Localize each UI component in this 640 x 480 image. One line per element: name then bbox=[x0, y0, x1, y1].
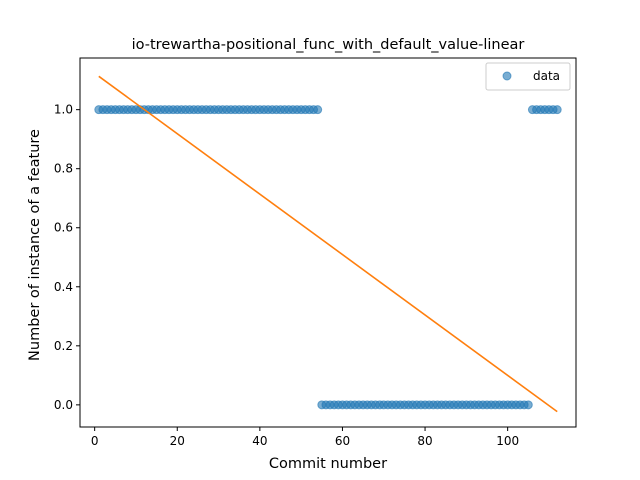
x-tick-label: 80 bbox=[417, 434, 432, 448]
axes: 0 20 40 60 80 100 0.0 0.2 0.4 0.6 0.8 1.0 bbox=[54, 57, 577, 448]
x-tick-label: 60 bbox=[335, 434, 350, 448]
x-tick-label: 100 bbox=[496, 434, 519, 448]
axes-frame bbox=[79, 57, 577, 428]
y-tick-label: 0.4 bbox=[54, 280, 73, 294]
y-tick-label: 1.0 bbox=[54, 103, 73, 117]
y-tick-label: 0.0 bbox=[54, 398, 73, 412]
legend-label-data: data bbox=[533, 69, 560, 83]
legend-box bbox=[485, 62, 571, 91]
x-axis-title: Commit number bbox=[269, 456, 387, 472]
chart-title: io-trewartha-positional_func_with_defaul… bbox=[132, 37, 525, 53]
legend-marker-data bbox=[502, 71, 512, 81]
y-tick-label: 0.8 bbox=[54, 162, 73, 176]
fit-line bbox=[98, 75, 558, 413]
y-tick-label: 0.2 bbox=[54, 339, 73, 353]
y-tick-label: 0.6 bbox=[54, 221, 73, 235]
x-tick-label: 20 bbox=[170, 434, 185, 448]
data-point bbox=[523, 400, 533, 410]
plot-area bbox=[94, 75, 562, 413]
data-point bbox=[552, 105, 562, 115]
data-point bbox=[313, 105, 323, 115]
y-axis-title: Number of instance of a feature bbox=[27, 129, 43, 361]
legend: data bbox=[485, 62, 571, 91]
x-tick-label: 0 bbox=[91, 434, 99, 448]
x-tick-label: 40 bbox=[252, 434, 267, 448]
